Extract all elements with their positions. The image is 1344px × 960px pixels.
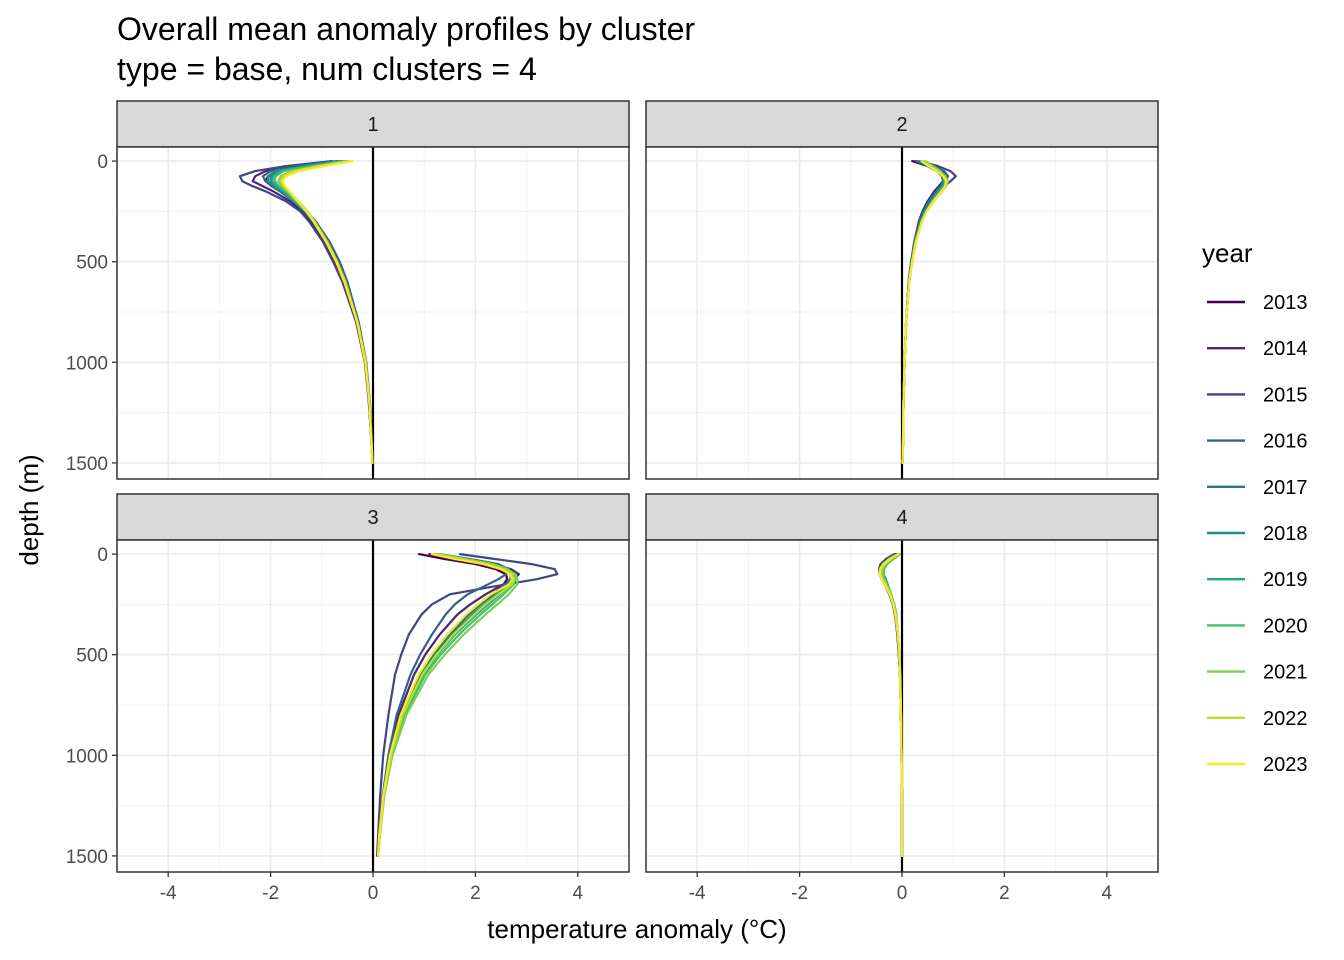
legend-label: 2018 <box>1263 523 1308 545</box>
panel-strip <box>116 493 630 541</box>
legend-label: 2019 <box>1263 569 1308 591</box>
legend-label: 2013 <box>1263 292 1308 314</box>
x-tick-label: 2 <box>999 883 1010 904</box>
chart-subtitle: type = base, num clusters = 4 <box>117 51 537 87</box>
series-line-2023 <box>377 552 514 858</box>
y-tick-label: 500 <box>76 646 108 667</box>
y-axis-title: depth (m) <box>14 454 44 565</box>
y-tick-label: 1000 <box>66 353 108 374</box>
legend-label: 2021 <box>1263 662 1308 684</box>
panel-4: 4 -4 -2 0 2 4 <box>645 493 1159 904</box>
legend: 2013 2014 2015 2016 2017 2018 2019 2020 2021 2022… <box>1207 292 1308 776</box>
panel-strip <box>116 100 630 148</box>
legend-label: 2020 <box>1263 615 1308 637</box>
x-tick-label: 4 <box>573 883 584 904</box>
panel-strip-label: 2 <box>896 114 907 136</box>
legend-item-2022: 2022 <box>1207 708 1308 730</box>
y-tick-label: 1500 <box>66 847 108 868</box>
chart-title: Overall mean anomaly profiles by cluster <box>117 11 695 47</box>
legend-title: year <box>1202 238 1253 268</box>
legend-item-2019: 2019 <box>1207 569 1308 591</box>
series-line-2015 <box>376 552 559 858</box>
panel-strip-label: 4 <box>896 507 907 529</box>
legend-label: 2016 <box>1263 431 1308 453</box>
y-tick-label: 0 <box>97 152 108 173</box>
legend-item-2013: 2013 <box>1207 292 1308 314</box>
y-tick-label: 0 <box>97 545 108 566</box>
legend-item-2017: 2017 <box>1207 477 1308 499</box>
legend-label: 2023 <box>1263 754 1308 776</box>
legend-item-2023: 2023 <box>1207 754 1308 776</box>
x-tick-label: -4 <box>689 883 706 904</box>
series-line-2023 <box>901 160 948 464</box>
x-tick-label: 2 <box>470 883 481 904</box>
legend-label: 2015 <box>1263 384 1308 406</box>
panel-strip <box>645 493 1159 541</box>
x-tick-label: -2 <box>262 883 279 904</box>
x-tick-label: 0 <box>368 883 379 904</box>
legend-label: 2017 <box>1263 477 1308 499</box>
x-tick-label: -4 <box>160 883 177 904</box>
series-line-2021 <box>377 552 519 858</box>
panel-border <box>645 146 1159 480</box>
x-axis-title: temperature anomaly (°C) <box>487 914 786 944</box>
legend-item-2020: 2020 <box>1207 615 1308 637</box>
series-line-2023 <box>878 552 904 858</box>
panel-strip-label: 3 <box>367 507 378 529</box>
y-tick-label: 1500 <box>66 454 108 475</box>
series-line-2023 <box>281 160 374 464</box>
legend-item-2014: 2014 <box>1207 338 1308 360</box>
panel-strip-label: 1 <box>367 114 378 136</box>
legend-item-2015: 2015 <box>1207 384 1308 406</box>
legend-label: 2022 <box>1263 708 1308 730</box>
panel-2: 2 <box>645 100 1159 480</box>
legend-item-2021: 2021 <box>1207 662 1308 684</box>
legend-label: 2014 <box>1263 338 1308 360</box>
x-tick-label: 4 <box>1102 883 1113 904</box>
x-tick-label: 0 <box>897 883 908 904</box>
panel-1: 1 0 500 1000 1500 <box>66 100 630 480</box>
panel-3: 3 0 500 1000 1500 -4 -2 0 2 4 <box>66 493 630 904</box>
panels-layer: 1 0 500 1000 1500 2 3 0 500 1000 1500 -4 -2 0 2 4 4 -4 -2 0… <box>66 100 1159 904</box>
y-tick-label: 500 <box>76 253 108 274</box>
panel-border <box>116 146 630 480</box>
x-tick-label: -2 <box>791 883 808 904</box>
y-tick-label: 1000 <box>66 746 108 767</box>
legend-item-2018: 2018 <box>1207 523 1308 545</box>
legend-item-2016: 2016 <box>1207 431 1308 453</box>
